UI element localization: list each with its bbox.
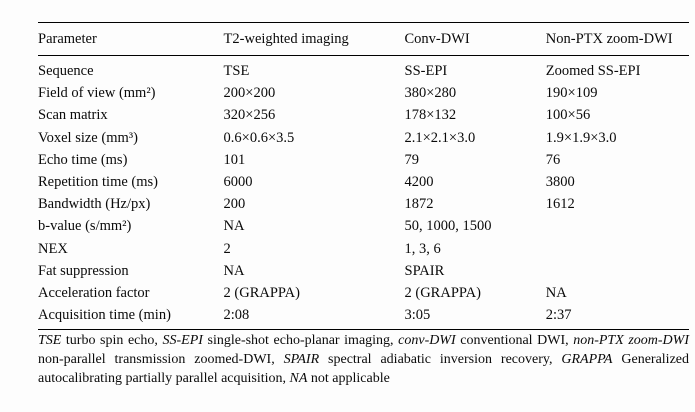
- value-cell: 1, 3, 6: [404, 240, 441, 257]
- abbreviation-definition: conventional DWI,: [455, 333, 574, 348]
- parameter-cell: Acquisition time (min): [38, 307, 171, 324]
- table-row: Scan matrix 320×256 178×132 100×56: [38, 105, 689, 127]
- column-header-3: Non-PTX zoom-DWI: [545, 22, 689, 56]
- table-header-row: Parameter T2-weighted imaging Conv-DWI Non-…: [38, 22, 689, 56]
- table-row: Repetition time (ms) 6000 4200 3800: [38, 171, 689, 193]
- parameter-cell: Bandwidth (Hz/px): [38, 196, 151, 213]
- table-row: Bandwidth (Hz/px) 200 1872 1612: [38, 194, 689, 216]
- value-cell: 320×256: [223, 107, 276, 124]
- abbreviation-definition: spectral adiabatic inversion recovery,: [319, 352, 562, 367]
- abbreviation-term: SS-EPI: [162, 333, 203, 348]
- table-row: Sequence TSE SS-EPI Zoomed SS-EPI: [38, 56, 689, 83]
- column-header-0: Parameter: [38, 22, 224, 56]
- value-cell: 1872: [404, 196, 434, 213]
- value-cell: Zoomed SS-EPI: [545, 63, 641, 79]
- value-cell: TSE: [223, 63, 250, 79]
- parameters-table: Parameter T2-weighted imaging Conv-DWI Non-…: [38, 22, 689, 331]
- value-cell: 2.1×2.1×3.0: [404, 129, 476, 146]
- value-cell: 101: [223, 151, 246, 168]
- value-cell: 1.9×1.9×3.0: [545, 129, 617, 146]
- value-cell: 2:37: [545, 307, 572, 324]
- table-row: Echo time (ms) 101 79 76: [38, 149, 689, 171]
- value-cell: NA: [545, 284, 567, 301]
- abbreviation-definition: single-shot echo-planar imaging,: [202, 333, 399, 348]
- value-cell: 2 (GRAPPA): [223, 284, 300, 301]
- column-header-2: Conv-DWI: [404, 22, 546, 56]
- value-cell: [546, 238, 689, 260]
- footnote-text: TSE turbo spin echo, SS-EPI single-shot …: [38, 331, 689, 388]
- table-body: Sequence TSE SS-EPI Zoomed SS-EPI Field of v…: [38, 56, 689, 330]
- value-cell: [546, 260, 689, 282]
- abbreviation-definition: Generalized autocalibrating partially pa…: [38, 352, 689, 386]
- value-cell: 4200: [404, 173, 434, 190]
- value-cell: [546, 216, 689, 238]
- value-cell: 2 (GRAPPA): [404, 284, 481, 301]
- value-cell: 100×56: [545, 107, 591, 124]
- abbreviation-definition: non-parallel transmission zoomed-DWI,: [38, 352, 284, 367]
- parameter-cell: Voxel size (mm³): [38, 129, 138, 146]
- value-cell: 79: [404, 151, 420, 168]
- value-cell: 50, 1000, 1500: [404, 218, 492, 235]
- value-cell: 76: [545, 151, 561, 168]
- value-cell: 6000: [223, 173, 253, 190]
- table-row: NEX 2 1, 3, 6: [38, 238, 689, 260]
- abbreviation-term: SPAIR: [283, 352, 320, 367]
- table-head: Parameter T2-weighted imaging Conv-DWI Non-…: [38, 22, 689, 56]
- value-cell: 3800: [545, 173, 575, 190]
- value-cell: NA: [223, 262, 245, 279]
- abbreviation-definition: turbo spin echo,: [61, 333, 163, 348]
- value-cell: 380×280: [404, 85, 457, 102]
- value-cell: 178×132: [404, 107, 457, 124]
- value-cell: SPAIR: [404, 262, 445, 279]
- value-cell: 0.6×0.6×3.5: [223, 129, 295, 146]
- table-row: Voxel size (mm³) 0.6×0.6×3.5 2.1×2.1×3.0 1.…: [38, 127, 689, 149]
- parameter-cell: NEX: [38, 240, 68, 257]
- table-row: b-value (s/mm²) NA 50, 1000, 1500: [38, 216, 689, 238]
- value-cell: 190×109: [545, 85, 598, 102]
- parameter-cell: b-value (s/mm²): [38, 218, 132, 235]
- abbreviation-term: GRAPPA: [561, 352, 613, 367]
- value-cell: NA: [223, 218, 245, 235]
- abbreviation-term: conv-DWI: [398, 333, 456, 348]
- value-cell: 2:08: [223, 307, 250, 324]
- abbreviation-term: NA: [289, 371, 308, 386]
- value-cell: 2: [223, 240, 231, 257]
- value-cell: 1612: [545, 196, 575, 213]
- parameter-cell: Acceleration factor: [38, 284, 150, 301]
- table-row: Acquisition time (min) 2:08 3:05 2:37: [38, 304, 689, 329]
- table-row: Acceleration factor 2 (GRAPPA) 2 (GRAPPA) N…: [38, 282, 689, 304]
- parameter-cell: Field of view (mm²): [38, 85, 156, 102]
- value-cell: 200: [223, 196, 246, 213]
- abbreviation-term: TSE: [38, 333, 62, 348]
- parameter-cell: Fat suppression: [38, 262, 129, 279]
- parameter-cell: Repetition time (ms): [38, 173, 159, 190]
- parameters-table-container: Parameter T2-weighted imaging Conv-DWI Non-…: [38, 22, 689, 331]
- table-row: Fat suppression NA SPAIR: [38, 260, 689, 282]
- parameter-cell: Sequence: [38, 63, 94, 79]
- parameter-cell: Echo time (ms): [38, 151, 128, 168]
- abbreviation-definition: not applicable: [307, 371, 390, 386]
- table-row: Field of view (mm²) 200×200 380×280 190×109: [38, 83, 689, 105]
- value-cell: 200×200: [223, 85, 276, 102]
- value-cell: 3:05: [404, 307, 431, 324]
- parameter-cell: Scan matrix: [38, 107, 108, 124]
- abbreviation-term: non-PTX zoom-DWI: [573, 333, 689, 348]
- column-header-1: T2-weighted imaging: [223, 22, 405, 56]
- value-cell: SS-EPI: [404, 63, 448, 79]
